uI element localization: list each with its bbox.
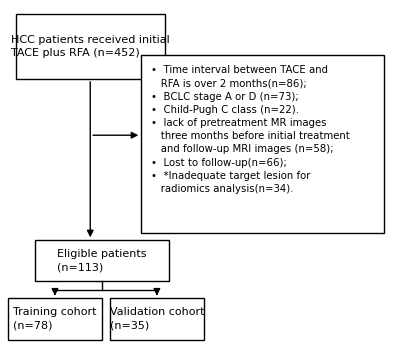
Text: HCC patients received initial
TACE plus RFA (n=452): HCC patients received initial TACE plus …: [11, 35, 170, 58]
Text: Validation cohort
(n=35): Validation cohort (n=35): [110, 307, 204, 331]
Text: •  Time interval between TACE and
   RFA is over 2 months(n=86);
•  BCLC stage A: • Time interval between TACE and RFA is …: [151, 65, 350, 194]
FancyBboxPatch shape: [16, 14, 165, 79]
FancyBboxPatch shape: [8, 299, 102, 340]
FancyBboxPatch shape: [141, 55, 384, 233]
Text: Training cohort
(n=78): Training cohort (n=78): [13, 307, 97, 331]
FancyBboxPatch shape: [110, 299, 204, 340]
FancyBboxPatch shape: [35, 240, 169, 281]
Text: Eligible patients
(n=113): Eligible patients (n=113): [57, 249, 147, 272]
